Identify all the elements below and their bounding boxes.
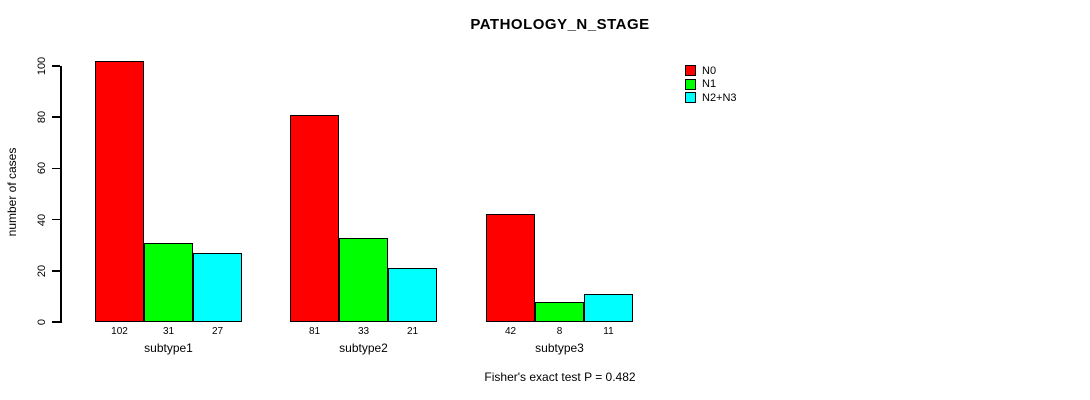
bar-value-label: 102 [111,326,128,337]
bar-n2n3-subtype2 [388,268,437,322]
fisher-test-caption: Fisher's exact test P = 0.482 [484,370,636,384]
category-label-subtype3: subtype3 [535,341,584,355]
legend-item-n0: N0 [685,64,737,78]
bar-n0-subtype1 [95,61,144,322]
legend-item-n1: N1 [685,78,737,92]
y-tick-mark [52,321,60,323]
category-label-subtype2: subtype2 [339,341,388,355]
legend-label: N1 [702,78,717,91]
bar-value-label: 27 [211,326,224,337]
bar-n0-subtype3 [486,214,535,322]
category-label-subtype1: subtype1 [144,341,193,355]
bar-value-label: 11 [603,326,614,337]
bar-value-label: 42 [504,326,517,337]
y-tick-mark [52,65,60,67]
legend-swatch [685,65,696,77]
bar-value-label: 33 [357,326,370,337]
y-tick-label: 40 [36,213,48,226]
legend-label: N2+N3 [702,91,737,104]
bar-value-label: 21 [406,326,419,337]
bar-n1-subtype3 [535,302,584,322]
y-tick-label: 100 [36,56,48,76]
bar-n2n3-subtype1 [193,253,242,322]
bar-n2n3-subtype3 [584,294,633,322]
y-tick-mark [52,167,60,170]
legend: N0 N1 N2+N3 [685,64,737,105]
bar-value-label: 8 [556,326,563,337]
bar-n1-subtype1 [144,243,193,322]
bar-n0-subtype2 [290,115,339,322]
legend-swatch [685,78,696,90]
y-tick-label: 60 [36,162,48,175]
y-tick-mark [52,116,60,118]
legend-item-n2n3: N2+N3 [685,91,737,105]
bar-n1-subtype2 [339,238,388,322]
y-axis-line [60,66,62,323]
chart-title: PATHOLOGY_N_STAGE [470,16,650,33]
y-tick-label: 20 [36,264,48,277]
y-tick-label: 0 [36,318,48,326]
y-tick-mark [52,218,60,221]
y-tick-label: 80 [36,111,48,124]
legend-swatch [685,92,696,104]
y-tick-mark [52,270,60,272]
bar-value-label: 81 [308,326,321,337]
legend-label: N0 [702,64,717,77]
bar-value-label: 31 [162,326,175,337]
